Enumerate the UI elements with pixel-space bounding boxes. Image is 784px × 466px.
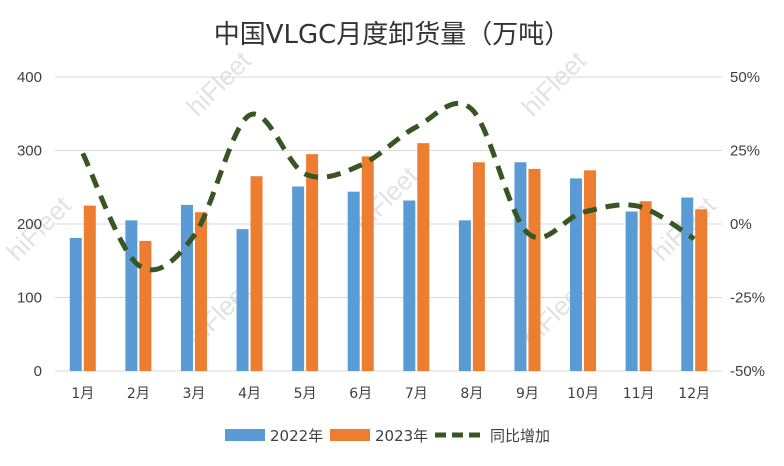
x-tick-label: 11月 <box>623 386 655 402</box>
yoy-point-6月 <box>360 164 362 166</box>
chart-legend: 2022年 2023年 同比增加 <box>225 427 550 445</box>
yoy-point-7月 <box>415 126 417 128</box>
x-tick-label: 8月 <box>460 386 483 402</box>
bar-2022年-3月 <box>180 204 193 371</box>
legend-swatch-2023年 <box>330 429 370 441</box>
chart-title: 中国VLGC月度卸货量（万吨） <box>214 20 571 50</box>
watermark-text: hiFleet <box>180 45 257 122</box>
yoy-line <box>80 100 696 273</box>
watermark-text: hiFleet <box>515 45 592 122</box>
yoy-point-9月 <box>526 232 528 234</box>
bar-2022年-8月 <box>458 220 471 371</box>
x-tick-label: 6月 <box>349 386 372 402</box>
y2-tick-label: -25% <box>730 290 765 307</box>
x-tick-label: 10月 <box>567 386 599 402</box>
x-tick-label: 5月 <box>294 386 317 402</box>
bar-2022年-7月 <box>403 200 416 371</box>
yoy-point-10月 <box>582 211 584 213</box>
bar-2022年-11月 <box>625 211 638 371</box>
gridlines <box>55 76 722 372</box>
bar-2022年-4月 <box>236 229 249 371</box>
y-tick-label: 300 <box>17 143 42 160</box>
x-axis-ticks: 1月 2月 3月 4月 5月 6月 7月 8月 9月 10月 11月 12月 <box>71 386 710 402</box>
x-tick-label: 1月 <box>71 386 94 402</box>
x-tick-label: 4月 <box>238 386 261 402</box>
legend-swatch-2022年 <box>225 429 265 441</box>
bar-2023年-8月 <box>472 162 485 371</box>
y2-tick-label: -50% <box>730 363 765 380</box>
yoy-point-3月 <box>193 235 195 237</box>
yoy-point-12月 <box>693 238 695 240</box>
bar-2023年-6月 <box>361 156 374 371</box>
y2-tick-label: 50% <box>730 69 760 86</box>
bar-2023年-2月 <box>139 240 152 371</box>
y2-tick-label: 0% <box>730 216 752 233</box>
bar-2022年-5月 <box>292 186 305 371</box>
bar-2023年-5月 <box>306 154 319 371</box>
x-tick-label: 7月 <box>405 386 428 402</box>
bar-2023年-4月 <box>250 176 263 371</box>
bar-2023年-10月 <box>584 170 597 371</box>
bar-series <box>69 143 708 371</box>
bar-2022年-2月 <box>125 220 138 371</box>
y-tick-label: 100 <box>17 290 42 307</box>
legend-label-同比增加: 同比增加 <box>490 427 550 445</box>
yoy-point-4月 <box>249 114 251 116</box>
yoy-point-5月 <box>304 173 306 175</box>
yoy-line-series <box>80 100 696 273</box>
bar-2022年-6月 <box>347 191 360 371</box>
yoy-point-1月 <box>82 152 84 154</box>
yoy-point-8月 <box>471 108 473 110</box>
bar-2023年-1月 <box>83 205 96 371</box>
bar-2023年-7月 <box>417 143 430 371</box>
yoy-point-11月 <box>638 205 640 207</box>
yoy-point-2月 <box>137 264 139 266</box>
legend-label-2022年: 2022年 <box>270 427 323 445</box>
x-tick-label: 3月 <box>182 386 205 402</box>
x-tick-label: 12月 <box>678 386 710 402</box>
bar-2022年-12月 <box>681 197 694 371</box>
y-tick-label: 400 <box>17 69 42 86</box>
x-tick-label: 9月 <box>516 386 539 402</box>
legend-label-2023年: 2023年 <box>375 427 428 445</box>
bar-2023年-12月 <box>695 209 708 371</box>
bar-2023年-11月 <box>639 201 652 371</box>
y-tick-label: 200 <box>17 216 42 233</box>
y-tick-label: 0 <box>34 363 42 380</box>
x-tick-label: 2月 <box>127 386 150 402</box>
bar-2022年-1月 <box>69 237 82 371</box>
y-axis-right-ticks: -50% -25% 0% 25% 50% <box>730 69 765 380</box>
bar-2023年-3月 <box>194 212 207 371</box>
bar-2022年-9月 <box>514 162 527 371</box>
bar-2022年-10月 <box>570 178 583 371</box>
y2-tick-label: 25% <box>730 143 760 160</box>
y-axis-left-ticks: 0 100 200 300 400 <box>17 69 42 380</box>
bar-2023年-9月 <box>528 168 541 371</box>
